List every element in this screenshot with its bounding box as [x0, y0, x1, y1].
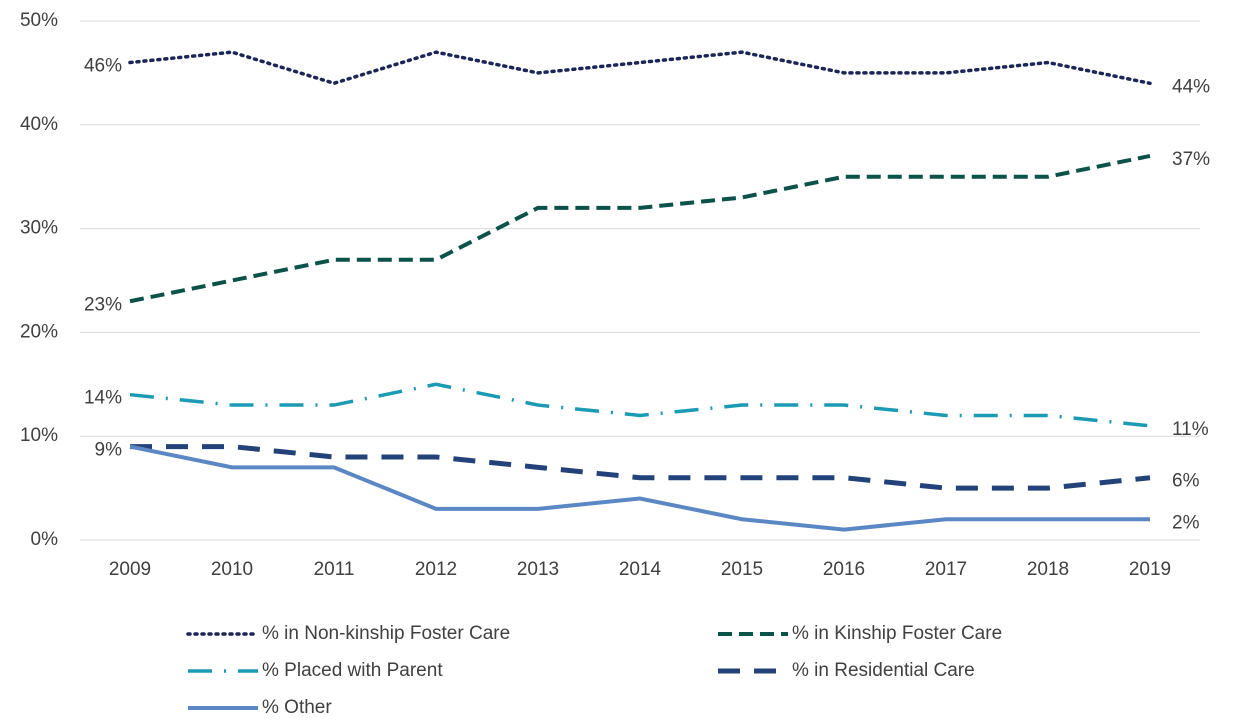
x-tick-label: 2018 [1027, 559, 1069, 580]
x-tick-label: 2017 [925, 559, 967, 580]
legend-label: % in Kinship Foster Care [792, 623, 1002, 644]
y-tick-label: 10% [20, 425, 58, 446]
y-tick-label: 0% [31, 529, 59, 550]
data-label: 2% [1172, 512, 1200, 533]
x-tick-label: 2009 [109, 559, 151, 580]
data-label: 11% [1172, 419, 1209, 440]
x-tick-label: 2011 [314, 559, 355, 580]
y-tick-label: 20% [20, 321, 58, 342]
data-label: 14% [84, 388, 122, 409]
y-tick-label: 50% [20, 10, 58, 31]
x-tick-label: 2019 [1129, 559, 1171, 580]
y-tick-label: 30% [20, 218, 58, 239]
legend-label: % in Non-kinship Foster Care [262, 623, 510, 644]
series-line [129, 444, 1150, 532]
x-tick-label: 2016 [823, 559, 865, 580]
series-line [129, 153, 1151, 304]
legend-label: % Placed with Parent [262, 660, 443, 681]
data-label: 37% [1172, 149, 1210, 170]
data-label: 9% [95, 440, 123, 461]
data-label: 23% [84, 294, 122, 315]
x-tick-label: 2013 [517, 559, 559, 580]
data-label: 46% [84, 56, 122, 77]
series-line [128, 50, 1152, 86]
data-label: 6% [1172, 471, 1200, 492]
data-label: 44% [1172, 76, 1210, 97]
legend-label: % Other [262, 697, 332, 718]
x-tick-label: 2014 [619, 559, 662, 580]
legend-label: % in Residential Care [792, 660, 975, 681]
y-tick-label: 40% [20, 114, 58, 135]
x-tick-label: 2010 [211, 559, 253, 580]
x-tick-label: 2015 [721, 559, 763, 580]
series-line [130, 444, 1151, 491]
x-tick-label: 2012 [415, 559, 457, 580]
series-line [129, 382, 1151, 428]
